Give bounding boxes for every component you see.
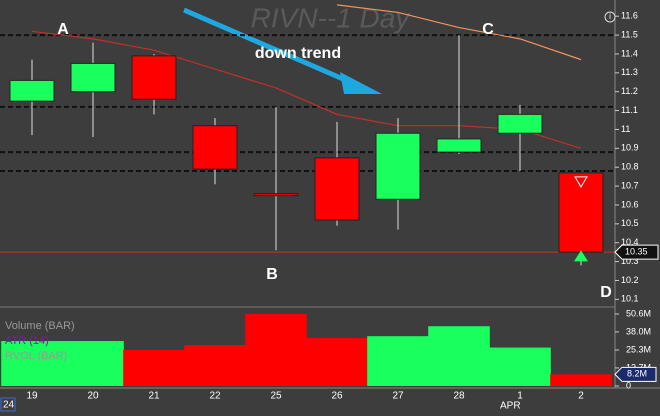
x-tick-label: 28 <box>453 391 465 402</box>
candle-body <box>192 125 238 170</box>
volume-bar <box>550 374 612 386</box>
candle-body <box>558 172 604 253</box>
annotation: D <box>600 284 612 301</box>
x-tick-label: 2 <box>578 391 584 402</box>
y-tick-label: 11.6 <box>621 11 638 21</box>
x-tick-label: 1 <box>517 391 523 402</box>
x-tick-label: 21 <box>148 391 160 402</box>
volume-bar <box>184 345 246 386</box>
volume-last-label: 8.2M <box>627 369 647 379</box>
y-tick-label: 11.4 <box>621 48 638 58</box>
year-label: 24 <box>3 400 15 411</box>
candle-body <box>436 138 482 153</box>
volume-bar <box>428 326 490 386</box>
candle-body <box>9 79 55 102</box>
candle-body <box>314 157 360 221</box>
last-price-label: 10.35 <box>625 247 648 257</box>
x-tick-label: 26 <box>331 391 343 402</box>
volume-bar <box>367 336 429 386</box>
volume-bar <box>489 347 551 386</box>
x-tick-label: 20 <box>87 391 99 402</box>
y-tick-label: 10.8 <box>621 162 639 172</box>
volume-bar <box>123 349 185 386</box>
annotation: down trend <box>255 45 341 62</box>
volume-bar <box>245 313 307 386</box>
volume-bar <box>1 341 63 386</box>
high-marker <box>574 176 588 188</box>
y-tick-label: 10.2 <box>621 275 639 285</box>
indicator-label: RVOL (BAR) <box>5 350 67 362</box>
y-tick-label: 11.1 <box>621 105 638 115</box>
volume-bar <box>306 338 368 386</box>
y-tick-label: 10.3 <box>621 256 639 266</box>
trend-arrow <box>183 7 351 85</box>
year-box <box>0 397 16 412</box>
x-tick-label: 27 <box>392 391 404 402</box>
indicator-label: ATR (14) <box>5 335 49 347</box>
last-price-tag-bg <box>614 244 659 260</box>
y-tick-label: 11.5 <box>621 29 638 39</box>
month-label: APR <box>500 401 521 412</box>
x-tick-label: 22 <box>209 391 221 402</box>
volume-y-tick-label: 50.6M <box>626 308 651 318</box>
moving-average-line <box>31 30 582 149</box>
volume-bar <box>62 341 124 386</box>
y-tick-label: 11.2 <box>621 86 638 96</box>
volume-y-tick-label: 38.0M <box>626 326 651 336</box>
moving-average-line <box>336 4 582 61</box>
low-marker <box>574 250 588 262</box>
y-tick-label: 10.5 <box>621 218 639 228</box>
x-tick-label: 25 <box>270 391 282 402</box>
candle-body <box>375 132 421 200</box>
trend-arrow-head <box>340 72 382 94</box>
annotation: B <box>266 266 278 283</box>
y-tick-label: 10.6 <box>621 199 639 209</box>
y-tick-label: 10.4 <box>621 237 639 247</box>
watermark-title: RIVN--1 Day <box>251 2 412 33</box>
y-tick-label: 10.7 <box>621 180 639 190</box>
volume-last-tag-bg <box>614 366 657 382</box>
candle-body <box>131 55 177 100</box>
indicator-label: Volume (BAR) <box>5 320 75 332</box>
y-tick-label: 10.1 <box>621 294 639 304</box>
candle-body <box>70 62 116 93</box>
y-tick-label: 10.9 <box>621 143 639 153</box>
annotation: A <box>57 21 69 38</box>
candle-body <box>253 193 299 197</box>
info-icon-i[interactable]: i <box>609 12 611 21</box>
info-icon[interactable] <box>604 11 616 23</box>
volume-y-tick-label: 0 <box>626 380 631 390</box>
x-tick-label: 19 <box>26 391 38 402</box>
candle-body <box>497 113 543 134</box>
annotation: C <box>482 21 494 38</box>
volume-y-tick-label: 25.3M <box>626 344 651 354</box>
y-tick-label: 11 <box>621 124 630 134</box>
y-tick-label: 11.3 <box>621 67 638 77</box>
